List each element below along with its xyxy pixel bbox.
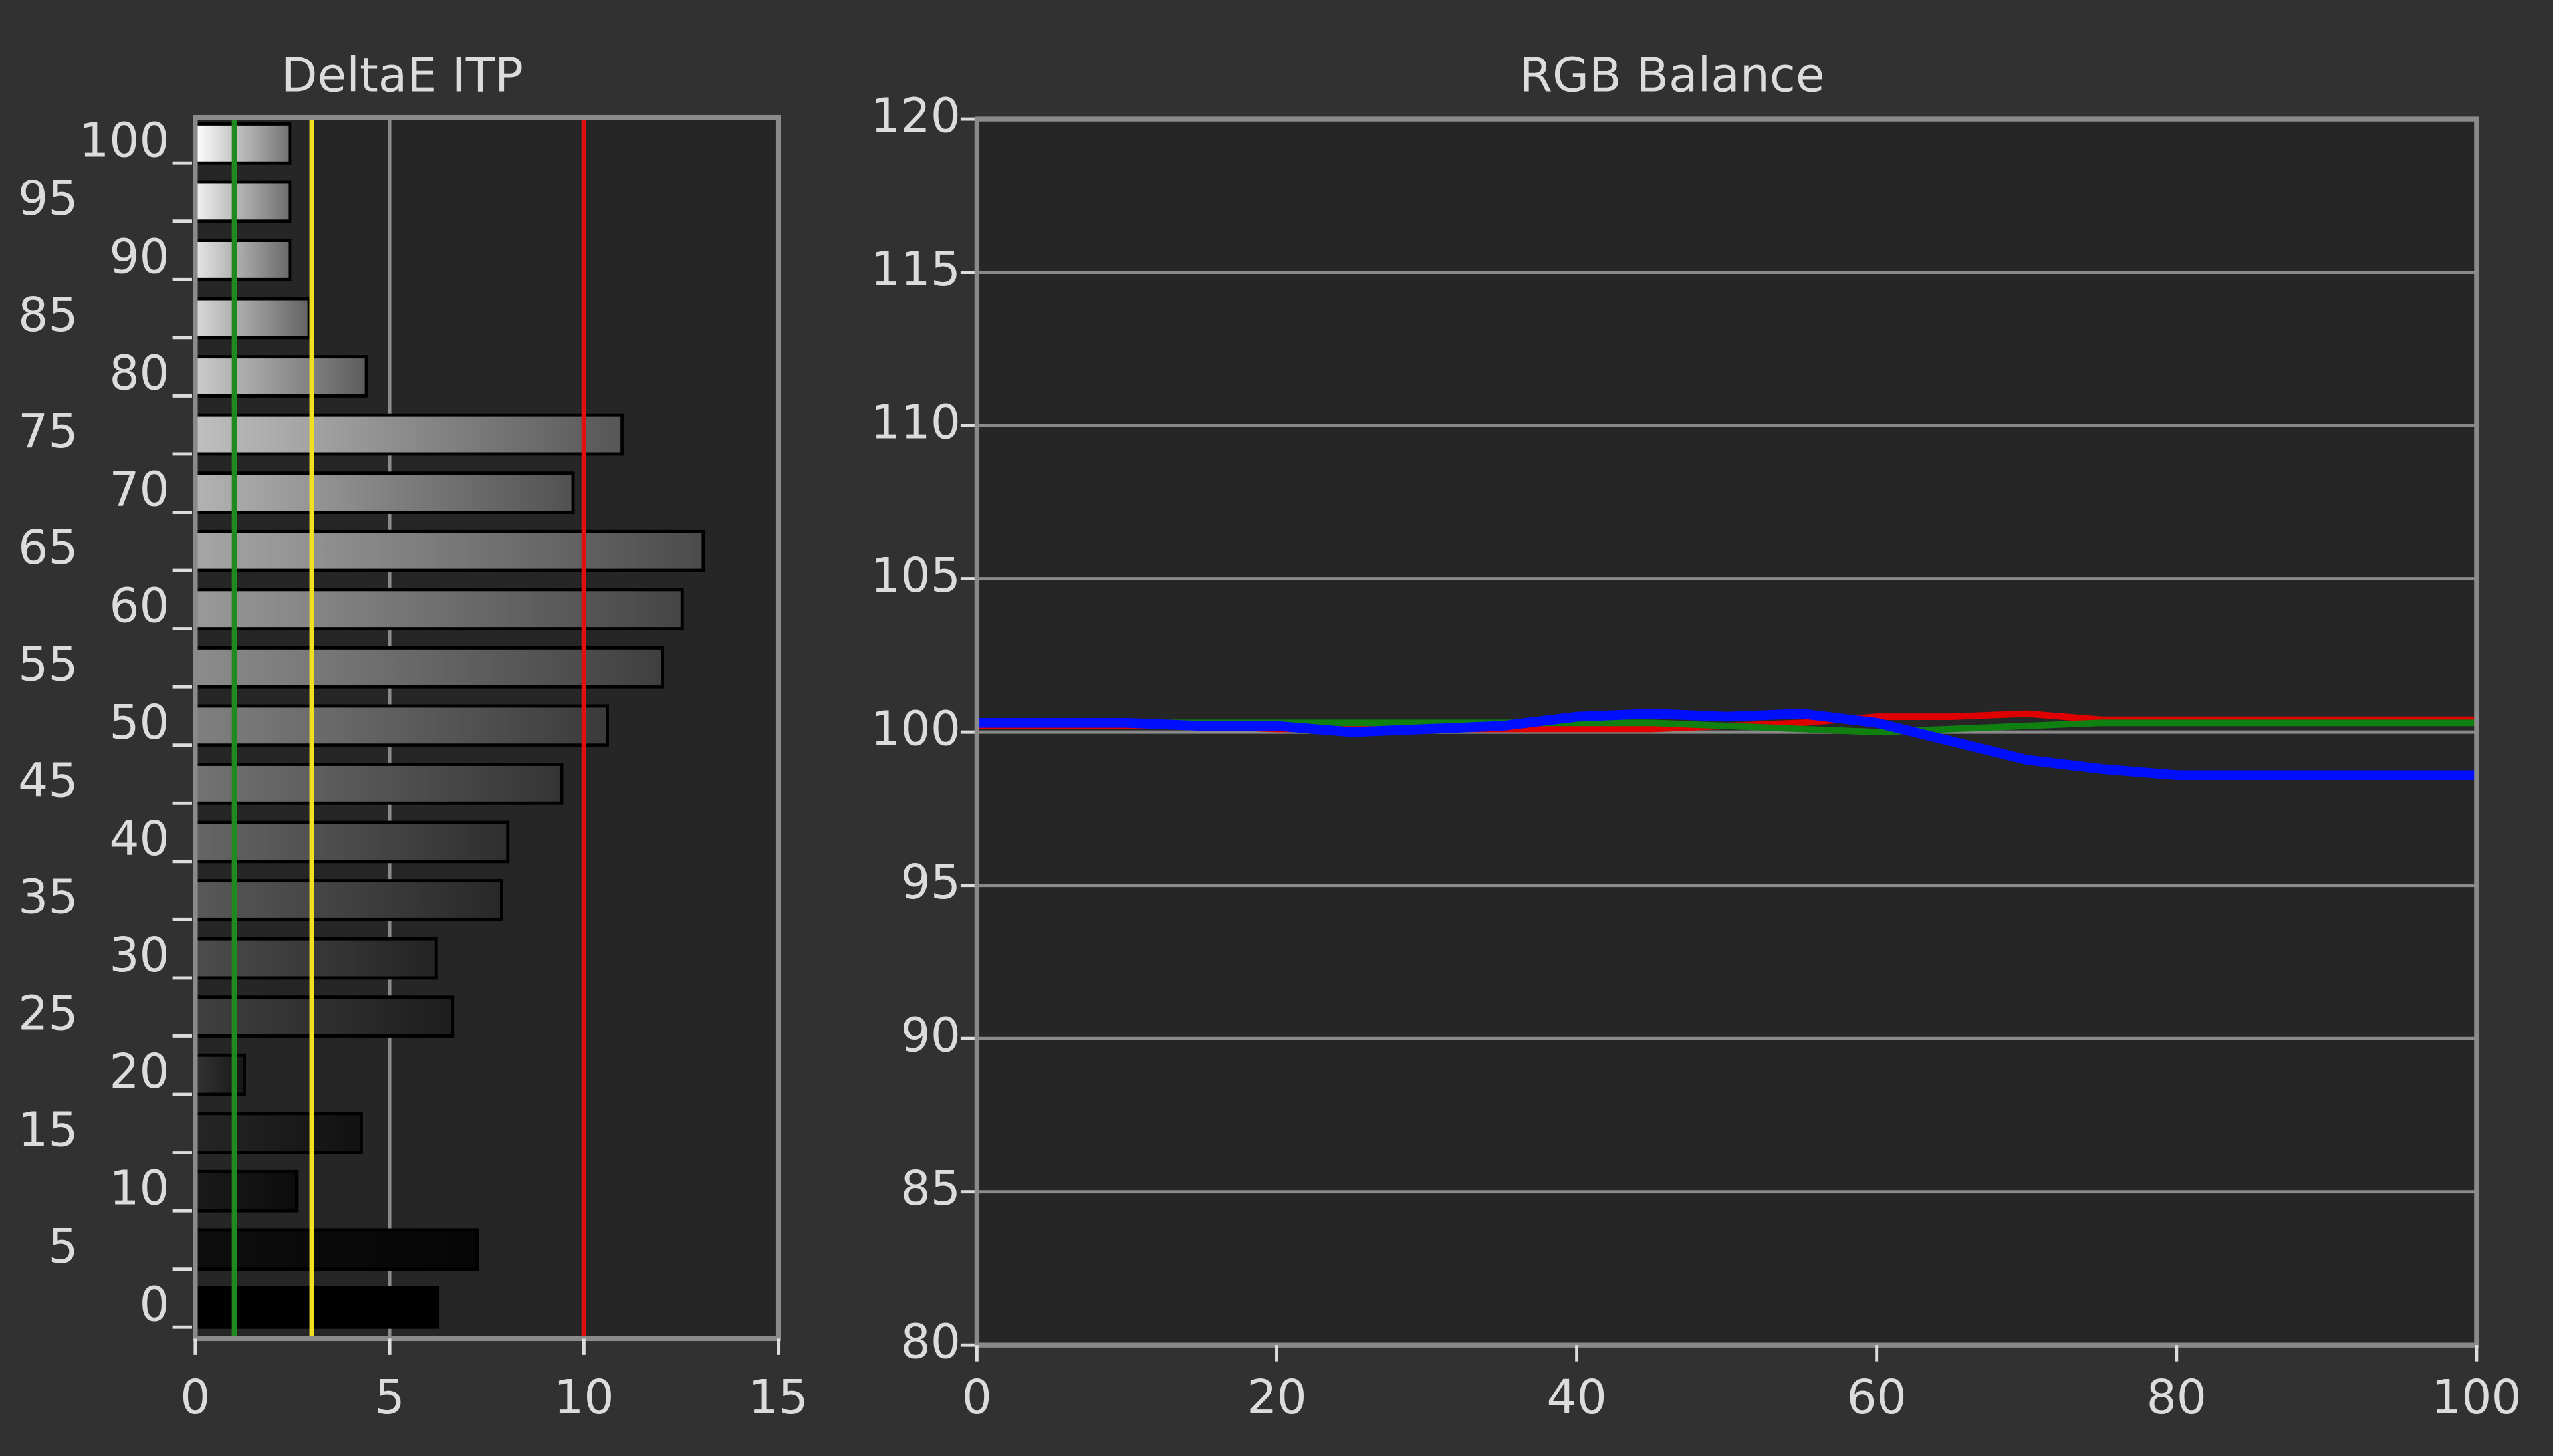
x-tick-label: 5 bbox=[375, 1370, 405, 1425]
bar bbox=[193, 879, 503, 921]
y-tick-label: 85 bbox=[901, 1161, 961, 1216]
bar bbox=[193, 122, 292, 165]
x-tick-label: 0 bbox=[180, 1370, 210, 1425]
y-tick-label: 65 bbox=[18, 520, 78, 575]
bar bbox=[193, 995, 455, 1038]
bar bbox=[193, 297, 311, 340]
bar bbox=[193, 471, 575, 514]
x-tick-label: 40 bbox=[1546, 1370, 1606, 1425]
y-tick-label: 5 bbox=[48, 1219, 78, 1274]
y-tick-label: 115 bbox=[870, 241, 961, 297]
y-tick-label: 90 bbox=[901, 1008, 961, 1063]
y-tick-label: 100 bbox=[79, 112, 170, 168]
bar bbox=[193, 588, 684, 631]
series-line bbox=[977, 709, 2477, 781]
y-tick-label: 105 bbox=[870, 548, 961, 603]
y-tick-label: 10 bbox=[109, 1160, 169, 1215]
y-tick-label: 80 bbox=[901, 1314, 961, 1370]
bar bbox=[193, 1286, 440, 1329]
bar bbox=[193, 180, 292, 223]
bar bbox=[193, 1053, 246, 1096]
y-tick-label: 15 bbox=[18, 1102, 78, 1157]
y-tick-label: 55 bbox=[18, 636, 78, 691]
y-tick-label: 90 bbox=[109, 229, 169, 284]
y-tick-label: 75 bbox=[18, 404, 78, 459]
y-tick-label: 120 bbox=[870, 88, 961, 144]
y-tick-label: 0 bbox=[140, 1276, 170, 1332]
y-tick-label: 80 bbox=[109, 346, 169, 401]
bar bbox=[193, 1112, 363, 1155]
y-tick-label: 30 bbox=[109, 927, 169, 983]
y-tick-label: 95 bbox=[901, 854, 961, 910]
bar bbox=[193, 529, 705, 572]
y-tick-label: 40 bbox=[109, 811, 169, 866]
x-tick-label: 0 bbox=[962, 1370, 992, 1425]
plot-frame bbox=[193, 114, 781, 1342]
bar bbox=[193, 413, 624, 456]
bar bbox=[193, 704, 609, 747]
y-tick-label: 70 bbox=[109, 462, 169, 517]
bar bbox=[193, 820, 510, 864]
x-tick-label: 60 bbox=[1847, 1370, 1907, 1425]
bar bbox=[193, 646, 664, 689]
y-tick-label: 45 bbox=[18, 753, 78, 808]
bar bbox=[193, 239, 292, 281]
y-tick-label: 110 bbox=[870, 395, 961, 450]
chart-title: DeltaE ITP bbox=[281, 47, 523, 102]
bar bbox=[193, 1169, 299, 1213]
x-tick-label: 20 bbox=[1247, 1370, 1306, 1425]
y-tick-label: 60 bbox=[109, 578, 169, 634]
y-tick-label: 20 bbox=[109, 1044, 169, 1099]
bar bbox=[193, 355, 368, 398]
chart-title: RGB Balance bbox=[1520, 47, 1825, 102]
bar bbox=[193, 763, 564, 805]
x-tick-label: 100 bbox=[2431, 1370, 2522, 1425]
y-tick-label: 100 bbox=[870, 701, 961, 757]
y-tick-label: 95 bbox=[18, 171, 78, 226]
y-tick-label: 85 bbox=[18, 287, 78, 342]
y-tick-label: 50 bbox=[109, 695, 169, 750]
bar bbox=[193, 937, 438, 980]
x-tick-label: 10 bbox=[554, 1370, 614, 1425]
bar bbox=[193, 1228, 479, 1271]
y-tick-label: 25 bbox=[18, 986, 78, 1041]
x-tick-label: 80 bbox=[2147, 1370, 2207, 1425]
y-tick-label: 35 bbox=[18, 870, 78, 925]
plot-frame bbox=[974, 116, 2479, 1348]
x-tick-label: 15 bbox=[748, 1370, 808, 1425]
